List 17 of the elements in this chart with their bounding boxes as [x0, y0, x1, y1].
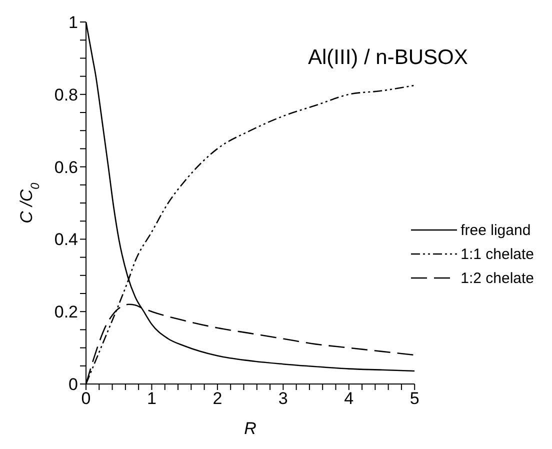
x-tick-label: 2	[212, 389, 222, 408]
y-tick-label: 0.8	[54, 85, 78, 104]
x-tick-label: 5	[410, 389, 420, 408]
x-tick-label: 4	[344, 389, 354, 408]
legend-label: free ligand	[460, 222, 531, 238]
y-tick-label: 0.2	[54, 302, 78, 322]
y-tick-label: 0.6	[54, 158, 78, 177]
x-axis-title: R	[244, 419, 256, 438]
x-tick-label: 0	[81, 389, 91, 408]
y-tick-label: 0.4	[54, 230, 78, 250]
x-tick-label: 3	[278, 389, 288, 408]
text: Al(III) / n-BUSOX	[308, 46, 468, 70]
x-tick-label: 1	[146, 389, 156, 408]
y-tick-label: 0	[68, 375, 78, 394]
legend-label: 1:2 chelate	[460, 270, 534, 286]
legend-label: 1:1 chelate	[460, 246, 534, 262]
y-tick-label: 1	[68, 13, 78, 32]
